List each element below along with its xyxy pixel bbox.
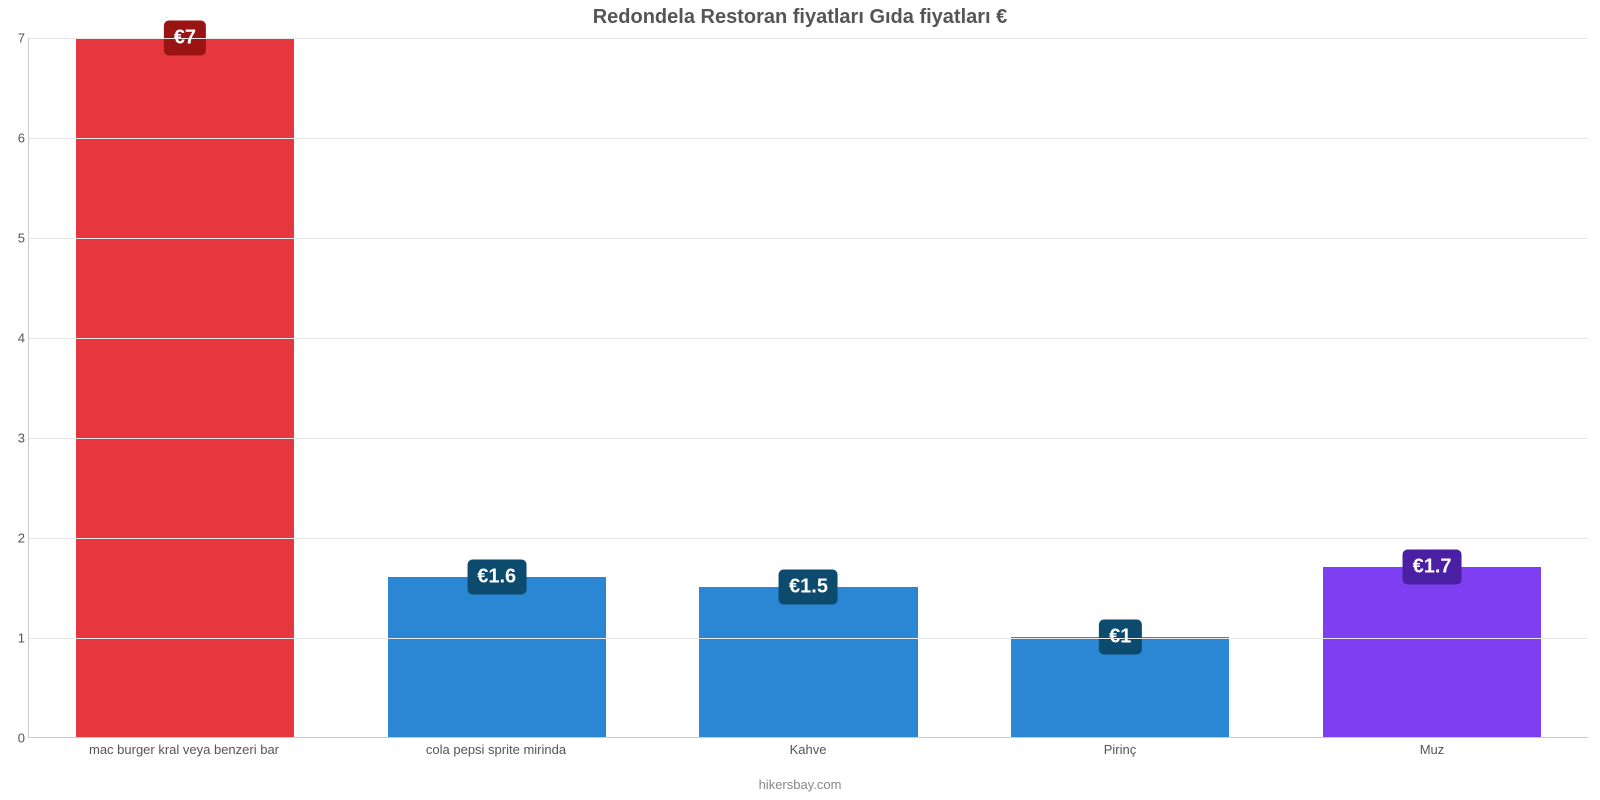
bar bbox=[699, 587, 917, 737]
x-axis: mac burger kral veya benzeri barcola pep… bbox=[28, 742, 1588, 762]
price-bar-chart: Redondela Restoran fiyatları Gıda fiyatl… bbox=[0, 0, 1600, 800]
grid-line bbox=[29, 238, 1588, 239]
y-tick-label: 6 bbox=[5, 131, 25, 146]
x-tick-label: Kahve bbox=[652, 742, 964, 762]
credit-text: hikersbay.com bbox=[0, 777, 1600, 792]
grid-line bbox=[29, 38, 1588, 39]
value-bubble: €1.7 bbox=[1403, 550, 1462, 585]
y-tick-label: 5 bbox=[5, 231, 25, 246]
y-tick-label: 7 bbox=[5, 31, 25, 46]
grid-line bbox=[29, 438, 1588, 439]
grid-line bbox=[29, 638, 1588, 639]
value-bubble: €1.6 bbox=[467, 560, 526, 595]
grid-line bbox=[29, 338, 1588, 339]
y-tick-label: 0 bbox=[5, 731, 25, 746]
bar bbox=[76, 38, 294, 737]
value-bubble: €1.5 bbox=[779, 570, 838, 605]
grid-line bbox=[29, 538, 1588, 539]
bar-slot: €1.6 bbox=[341, 38, 653, 737]
y-tick-label: 1 bbox=[5, 631, 25, 646]
bar-slot: €1.7 bbox=[1276, 38, 1588, 737]
y-tick-label: 2 bbox=[5, 531, 25, 546]
x-tick-label: Muz bbox=[1276, 742, 1588, 762]
plot-area: €7€1.6€1.5€1€1.7 01234567 bbox=[28, 38, 1588, 738]
y-tick-label: 3 bbox=[5, 431, 25, 446]
chart-title: Redondela Restoran fiyatları Gıda fiyatl… bbox=[0, 6, 1600, 29]
x-tick-label: cola pepsi sprite mirinda bbox=[340, 742, 652, 762]
x-tick-label: Pirinç bbox=[964, 742, 1276, 762]
bars-container: €7 €1.6 €1.5 €1 €1.7 bbox=[29, 38, 1588, 737]
bar-slot: €1 bbox=[964, 38, 1276, 737]
x-tick-label: mac burger kral veya benzeri bar bbox=[28, 742, 340, 762]
bar-slot: €1.5 bbox=[653, 38, 965, 737]
bar bbox=[388, 577, 606, 737]
grid-line bbox=[29, 138, 1588, 139]
y-tick-label: 4 bbox=[5, 331, 25, 346]
bar-slot: €7 bbox=[29, 38, 341, 737]
bar bbox=[1323, 567, 1541, 737]
